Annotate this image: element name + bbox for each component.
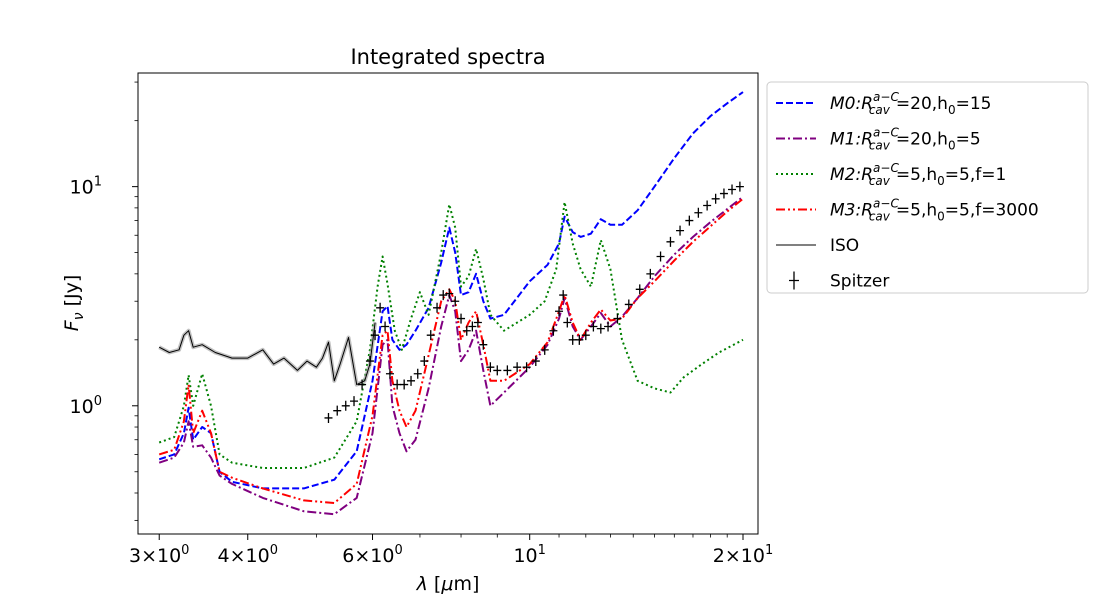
spitzer-point: [341, 400, 350, 411]
spitzer-point: [486, 362, 495, 373]
spitzer-point: [549, 325, 558, 336]
spitzer-point: [635, 284, 644, 295]
spitzer-point: [719, 188, 728, 199]
spitzer-point: [563, 317, 572, 328]
spitzer-point: [381, 321, 390, 332]
x-axis-label: λ [μm]: [416, 573, 480, 595]
spitzer-point: [358, 379, 367, 390]
spitzer-point: [400, 379, 409, 390]
spitzer-point: [555, 306, 564, 317]
spitzer-point: [711, 193, 720, 204]
legend-label: M1:Ra−C cav =20,h0=5: [830, 126, 981, 153]
spitzer-point: [589, 321, 598, 332]
legend-box: [766, 81, 1089, 294]
spitzer-point: [439, 290, 448, 301]
spitzer-point: [666, 236, 675, 247]
legend-marker: [789, 271, 799, 290]
spitzer-point: [468, 321, 477, 332]
series-line-m3: [158, 198, 744, 504]
spitzer-point: [457, 313, 466, 324]
spitzer-point: [420, 356, 429, 367]
legend: M0:Ra−C cav =20,h0=15 M1:Ra−C cav =20,h0=5 M2:…: [766, 81, 1089, 294]
plot-area: [138, 73, 758, 534]
series-line-iso: [158, 322, 376, 386]
spitzer-point: [376, 302, 385, 313]
spitzer-point: [559, 290, 568, 301]
spitzer-point: [365, 356, 374, 367]
spitzer-point: [445, 288, 454, 299]
x-axis: 3×100 4×100 6×100 101 2×101: [129, 534, 773, 567]
y-axis: 100 101: [70, 81, 138, 521]
legend-label: ISO: [830, 236, 859, 256]
legend-label: M2:Ra−C cav =5,h0=5,f=1: [830, 161, 1006, 188]
spitzer-point: [324, 412, 333, 423]
spitzer-point: [407, 375, 416, 386]
spitzer-point: [371, 330, 380, 341]
spitzer-point: [433, 302, 442, 313]
series-line-m1: [158, 195, 744, 516]
spitzer-point: [503, 365, 512, 376]
spitzer-point: [462, 325, 471, 336]
spitzer-point: [728, 184, 737, 195]
spitzer-point: [703, 200, 712, 211]
spitzer-point: [479, 339, 488, 350]
x-tick-label: 101: [513, 543, 545, 567]
spitzer-point: [426, 330, 435, 341]
spitzer-point: [646, 268, 655, 279]
spitzer-point: [473, 317, 482, 328]
series-line-m0: [158, 91, 744, 490]
spitzer-point: [393, 379, 402, 390]
spitzer-point: [451, 296, 460, 307]
x-tick-label: 4×100: [218, 543, 278, 567]
x-tick-label: 3×100: [129, 543, 189, 567]
spitzer-point: [493, 365, 502, 376]
spitzer-point: [694, 207, 703, 218]
legend-label: M0:Ra−C cav =20,h0=15: [830, 90, 991, 117]
spitzer-point: [581, 330, 590, 341]
spitzer-point: [513, 362, 522, 373]
spitzer-point: [522, 362, 531, 373]
spitzer-point: [656, 251, 665, 262]
spitzer-point: [350, 396, 359, 407]
spitzer-point: [413, 368, 422, 379]
spitzer-point: [540, 344, 549, 355]
y-tick-label: 100: [70, 394, 102, 418]
y-tick-label: 101: [70, 175, 102, 199]
spitzer-point: [735, 181, 744, 192]
spitzer-point: [676, 225, 685, 236]
spitzer-point: [596, 323, 605, 334]
spitzer-point: [604, 321, 613, 332]
data-series: [158, 91, 744, 516]
spitzer-point: [333, 405, 342, 416]
spitzer-point: [613, 313, 622, 324]
spitzer-point: [575, 334, 584, 345]
y-axis-label: Fν [Jy]: [61, 275, 87, 331]
plot-frame: [137, 72, 759, 535]
legend-label: Spitzer: [830, 272, 889, 292]
x-tick-label: 2×101: [713, 543, 773, 567]
spitzer-point: [385, 368, 394, 379]
spitzer-point: [624, 299, 633, 310]
spitzer-point: [685, 215, 694, 226]
x-tick-label: 6×100: [342, 543, 402, 567]
legend-label: M3:Ra−C cav =5,h0=5,f=3000: [830, 197, 1039, 224]
spitzer-point: [531, 356, 540, 367]
chart-title: Integrated spectra: [350, 45, 545, 69]
